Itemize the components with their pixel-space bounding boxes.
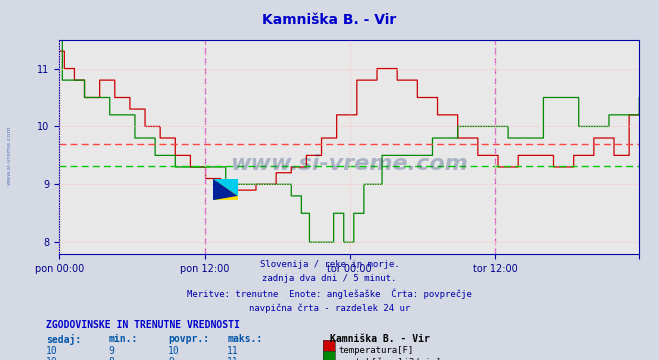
Text: 8: 8	[109, 357, 115, 360]
Text: Kamniška B. - Vir: Kamniška B. - Vir	[330, 334, 430, 344]
Text: zadnja dva dni / 5 minut.: zadnja dva dni / 5 minut.	[262, 274, 397, 283]
Text: temperatura[F]: temperatura[F]	[339, 346, 414, 355]
Text: povpr.:: povpr.:	[168, 334, 209, 344]
Text: 10: 10	[168, 346, 180, 356]
Text: sedaj:: sedaj:	[46, 334, 81, 345]
Text: 10: 10	[46, 346, 58, 356]
Text: Kamniška B. - Vir: Kamniška B. - Vir	[262, 13, 397, 27]
Text: www.si-vreme.com: www.si-vreme.com	[7, 125, 12, 185]
Polygon shape	[213, 179, 238, 196]
Text: min.:: min.:	[109, 334, 138, 344]
Text: 11: 11	[227, 357, 239, 360]
Text: Slovenija / reke in morje.: Slovenija / reke in morje.	[260, 260, 399, 269]
Text: 9: 9	[109, 346, 115, 356]
Text: 10: 10	[46, 357, 58, 360]
Text: Meritve: trenutne  Enote: anglešaške  Črta: povprečje: Meritve: trenutne Enote: anglešaške Črta…	[187, 289, 472, 299]
Text: ZGODOVINSKE IN TRENUTNE VREDNOSTI: ZGODOVINSKE IN TRENUTNE VREDNOSTI	[46, 320, 240, 330]
Text: 9: 9	[168, 357, 174, 360]
Text: 11: 11	[227, 346, 239, 356]
Text: pretok[čevelj3/min]: pretok[čevelj3/min]	[339, 357, 441, 360]
Polygon shape	[213, 179, 238, 200]
Text: www.si-vreme.com: www.si-vreme.com	[231, 154, 468, 174]
Text: navpična črta - razdelek 24 ur: navpična črta - razdelek 24 ur	[249, 303, 410, 312]
Text: maks.:: maks.:	[227, 334, 262, 344]
